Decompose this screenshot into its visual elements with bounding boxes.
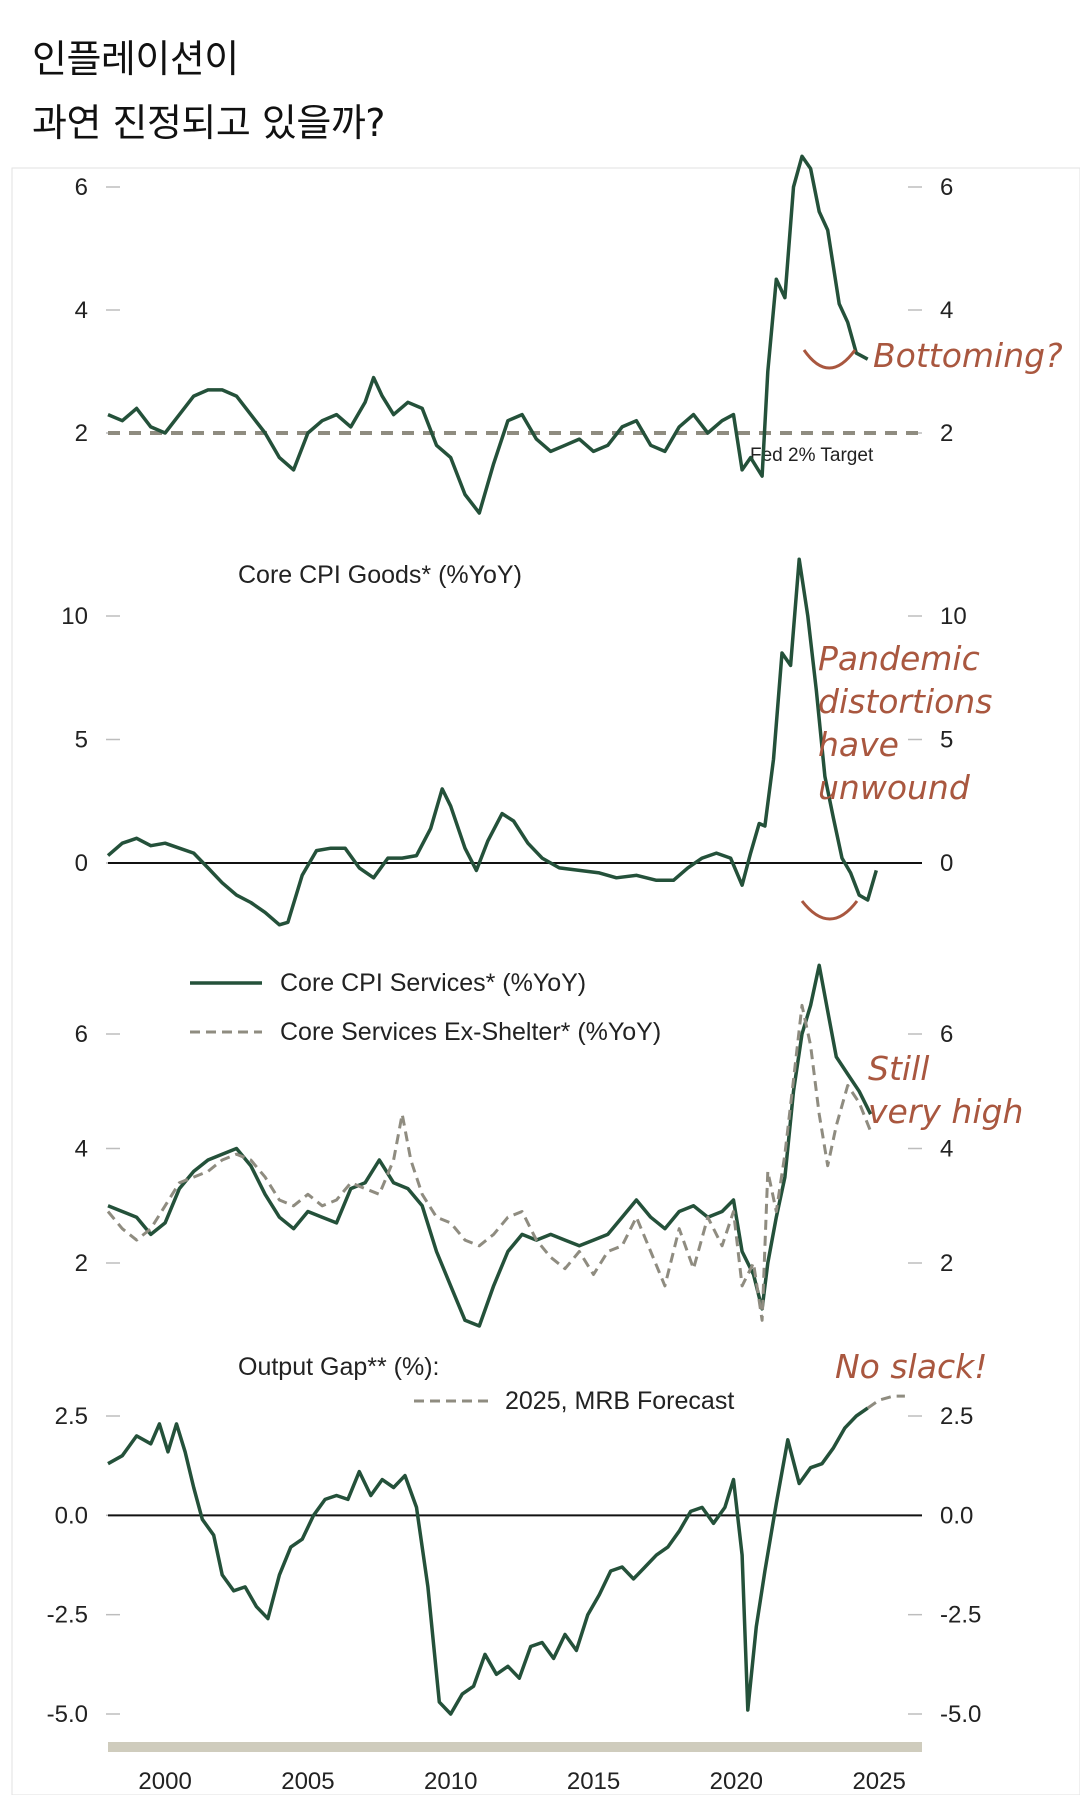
chart-panel-3: 6 6 4 4 2 2 (75, 963, 953, 1328)
y-tick-label-right: 4 (940, 297, 953, 324)
chart-panel-1: 6 6 4 4 2 2 Fed 2% Target (75, 154, 953, 515)
y-tick-label-left: 0 (75, 850, 88, 877)
series-line-dashed (866, 1394, 905, 1410)
annotation-still: Still (868, 1049, 929, 1088)
panel-title: Output Gap** (%): (238, 1353, 439, 1381)
y-tick-label-right: 6 (940, 174, 953, 201)
headline-line-1: 인플레이션이 (32, 37, 239, 81)
annotation-pandemic-line: have (818, 725, 899, 764)
y-tick-label-right: 0.0 (940, 1502, 973, 1529)
annotation-no-slack: No slack! (835, 1347, 987, 1386)
annotation-pandemic-line: distortions (818, 682, 992, 721)
y-tick-label-left: 10 (61, 603, 88, 630)
y-tick-label-left: 4 (75, 1136, 88, 1163)
x-tick-label: 2020 (710, 1768, 763, 1795)
annotation-pandemic-line: Pandemic (818, 639, 980, 678)
headline-line-2: 과연 진정되고 있을까? (32, 101, 385, 145)
legend-label-services: Core CPI Services* (%YoY) (280, 969, 586, 997)
x-tick-label: 2015 (567, 1768, 620, 1795)
y-tick-label-right: -2.5 (940, 1602, 981, 1629)
fed-target-label: Fed 2% Target (750, 445, 874, 466)
annotation-pandemic-line: unwound (818, 768, 971, 807)
series-line (106, 557, 878, 927)
legend-label-ex-shelter: Core Services Ex-Shelter* (%YoY) (280, 1018, 661, 1046)
annotation-bottoming: Bottoming? (873, 336, 1063, 375)
chart-panel-2: Core CPI Goods* (%YoY) 10 10 5 5 0 0 (61, 557, 967, 927)
y-tick-label-left: 2 (75, 1250, 88, 1277)
x-axis-bar (108, 1742, 922, 1752)
series-line (107, 1406, 869, 1716)
y-tick-label-left: 0.0 (55, 1502, 88, 1529)
x-tick-label: 2000 (138, 1768, 191, 1795)
y-tick-label-left: 6 (75, 1021, 88, 1048)
y-tick-label-right: 2.5 (940, 1403, 973, 1430)
y-tick-label-right: 2 (940, 420, 953, 447)
y-tick-label-left: -5.0 (47, 1701, 88, 1728)
y-tick-label-left: 4 (75, 297, 88, 324)
series-line-dashed (106, 1003, 872, 1322)
annotation-very-high: very high (868, 1092, 1023, 1131)
y-tick-label-left: -2.5 (47, 1602, 88, 1629)
y-tick-label-right: 4 (940, 1136, 953, 1163)
y-tick-label-left: 6 (75, 174, 88, 201)
y-tick-label-right: 0 (940, 850, 953, 877)
y-tick-label-right: 2 (940, 1250, 953, 1277)
panel-title: Core CPI Goods* (%YoY) (238, 561, 522, 589)
goods-trough-arc-icon (800, 900, 859, 921)
legend-label-forecast: 2025, MRB Forecast (505, 1387, 734, 1415)
x-tick-label: 2005 (281, 1768, 334, 1795)
x-tick-label: 2025 (852, 1768, 905, 1795)
y-tick-label-right: -5.0 (940, 1701, 981, 1728)
y-tick-label-left: 2.5 (55, 1403, 88, 1430)
y-tick-label-right: 10 (940, 603, 967, 630)
y-tick-label-right: 6 (940, 1021, 953, 1048)
series-line (107, 154, 869, 515)
y-tick-label-right: 5 (940, 727, 953, 754)
bottoming-arc-icon (802, 349, 857, 370)
chart-panel-4: Output Gap** (%): 2.5 2.5 0.0 0.0 -2.5 -2.5 -5.… (47, 1353, 982, 1728)
x-tick-label: 2010 (424, 1768, 477, 1795)
y-tick-label-left: 2 (75, 420, 88, 447)
y-tick-label-left: 5 (75, 727, 88, 754)
